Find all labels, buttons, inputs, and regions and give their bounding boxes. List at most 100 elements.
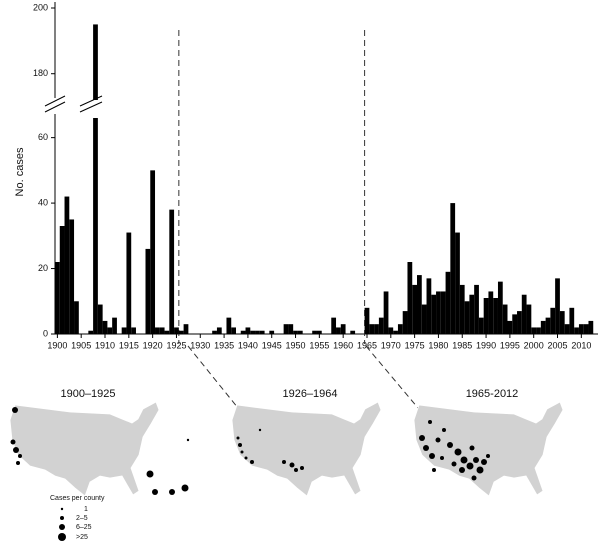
bar <box>536 327 541 334</box>
bar <box>426 278 432 334</box>
bar <box>445 271 451 334</box>
bar <box>88 330 94 334</box>
legend-label: 6–25 <box>76 524 92 531</box>
bar <box>226 317 232 334</box>
bar <box>131 327 136 334</box>
bar <box>383 291 389 334</box>
bar <box>464 301 470 334</box>
bar <box>374 324 379 334</box>
bar <box>364 307 370 334</box>
x-tick-label: 1970 <box>381 340 401 350</box>
bar <box>159 327 165 334</box>
connector <box>187 345 419 409</box>
bar <box>559 311 565 334</box>
bar <box>497 281 503 334</box>
bar <box>521 294 527 334</box>
x-tick-label: 1920 <box>143 340 163 350</box>
bar <box>583 324 589 334</box>
bar <box>450 203 456 334</box>
x-tick-label: 1985 <box>452 340 472 350</box>
bar <box>59 226 65 334</box>
bar <box>121 327 127 334</box>
x-tick-label: 1955 <box>309 340 329 350</box>
bar <box>488 291 494 334</box>
bar <box>455 232 460 334</box>
x-tick-label: 2000 <box>524 340 544 350</box>
axis-break <box>44 95 103 113</box>
bar <box>64 196 70 334</box>
bar <box>540 320 546 334</box>
bar <box>269 330 275 334</box>
map-title: 1965-2012 <box>466 388 519 400</box>
bar <box>350 330 356 334</box>
bar <box>512 314 518 334</box>
legend-label: >25 <box>76 534 88 541</box>
x-tick-label: 1900 <box>47 340 67 350</box>
bar <box>102 320 108 334</box>
bar <box>245 327 251 334</box>
x-tick-label: 1950 <box>286 340 306 350</box>
bar <box>517 311 522 334</box>
x-tick-label: 1965 <box>357 340 377 350</box>
bar <box>412 284 417 334</box>
y-tick-label: 40 <box>38 197 48 207</box>
bar <box>393 330 398 334</box>
bar <box>478 317 484 334</box>
bar <box>293 330 298 334</box>
y-tick-label: 180 <box>33 68 48 78</box>
bar <box>531 327 537 334</box>
bar <box>231 327 236 334</box>
bar <box>259 330 265 334</box>
bar <box>545 317 551 334</box>
map-title: 1900–1925 <box>60 388 115 400</box>
bar <box>69 219 75 334</box>
bar <box>507 320 513 334</box>
bar <box>150 170 156 334</box>
bar <box>288 324 294 334</box>
bar <box>93 118 98 334</box>
bar <box>550 307 556 334</box>
bar <box>336 327 341 334</box>
bar <box>588 320 594 334</box>
map <box>9 401 190 497</box>
bar <box>369 324 375 334</box>
bar <box>421 304 427 334</box>
y-tick-label: 200 <box>33 2 48 12</box>
bar <box>216 327 222 334</box>
bar <box>107 327 113 334</box>
x-tick-label: 1960 <box>333 340 353 350</box>
bar <box>474 284 479 334</box>
x-tick-label: 1940 <box>238 340 258 350</box>
bar <box>240 330 246 334</box>
bar <box>250 330 256 334</box>
x-tick-label: 1995 <box>500 340 520 350</box>
bar <box>178 330 184 334</box>
map-title: 1926–1964 <box>282 388 337 400</box>
bar <box>440 291 446 334</box>
bar <box>436 291 441 334</box>
x-tick-label: 1975 <box>405 340 425 350</box>
x-tick-label: 1990 <box>476 340 496 350</box>
bar <box>212 330 217 334</box>
map <box>231 401 382 497</box>
bar <box>407 262 413 334</box>
bar <box>564 324 570 334</box>
bar <box>283 324 289 334</box>
bar <box>93 24 98 100</box>
legend-title: Cases per county <box>50 495 105 502</box>
bar <box>126 232 132 334</box>
bar <box>378 317 384 334</box>
bar <box>155 327 160 334</box>
bar <box>388 327 394 334</box>
bar <box>340 324 346 334</box>
x-tick-label: 1980 <box>428 340 448 350</box>
bar <box>74 301 79 334</box>
bar <box>502 304 508 334</box>
x-tick-label: 1945 <box>262 340 282 350</box>
bar <box>493 298 498 334</box>
bar <box>331 317 337 334</box>
bar <box>255 330 260 334</box>
bar <box>297 330 303 334</box>
bar <box>417 275 422 334</box>
